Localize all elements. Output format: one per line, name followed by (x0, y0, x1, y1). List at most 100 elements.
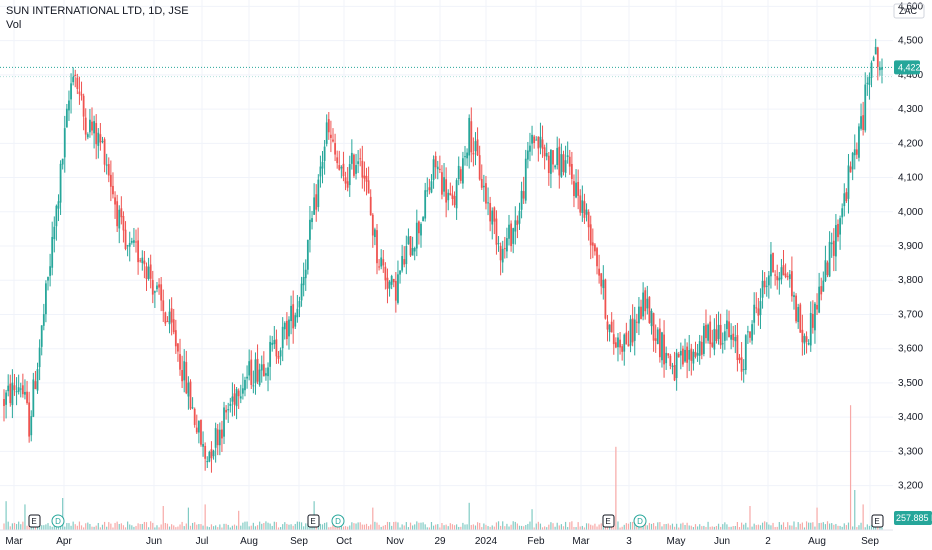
candle-body (231, 396, 234, 402)
x-tick-label: Sep (861, 536, 879, 547)
candle-body (493, 207, 496, 222)
volume-bar (349, 525, 351, 530)
candle-body (350, 152, 353, 164)
candle-body (675, 352, 678, 379)
candle-body (319, 166, 322, 177)
candle-body (80, 93, 83, 96)
candle-body (776, 276, 779, 281)
candle-body (147, 266, 150, 279)
volume-bar (485, 524, 487, 530)
candle-body (321, 161, 324, 169)
dividend-marker-label: D (55, 517, 61, 526)
candle-body (554, 165, 557, 168)
candle-body (765, 285, 768, 287)
candle-body (212, 450, 215, 457)
candle-body (346, 181, 349, 188)
candle-body (575, 182, 577, 198)
volume-bar (386, 521, 389, 530)
volume-bar (736, 522, 739, 530)
volume-bar (110, 523, 112, 530)
candle-body (415, 222, 418, 249)
candle-body (478, 155, 481, 180)
candle-body (784, 273, 787, 278)
candle-body (418, 221, 420, 234)
candle-body (753, 304, 756, 323)
candle-body (30, 416, 33, 436)
volume-bar (577, 522, 579, 530)
candle-body (790, 271, 793, 297)
volume-bar (145, 522, 148, 530)
candle-body (229, 403, 232, 406)
volume-bar (127, 521, 129, 530)
candle-body (738, 357, 741, 361)
volume-bar (395, 521, 397, 530)
volume-bar (206, 526, 208, 530)
candle-body (254, 359, 257, 384)
volume-bar (558, 525, 560, 530)
candle-body (489, 202, 492, 222)
volume-bar (443, 525, 445, 530)
volume-bar (273, 521, 275, 530)
candle-body (403, 259, 406, 265)
candle-body (244, 379, 246, 391)
candle-body (153, 291, 156, 293)
volume-bar (87, 522, 89, 530)
candle-body (736, 335, 739, 360)
candle-body (428, 187, 431, 191)
last-price-value: 4,422 (898, 62, 921, 72)
candle-body (294, 315, 297, 327)
earnings-marker-label: E (31, 517, 36, 526)
volume-bar (824, 524, 827, 530)
volume-bar (707, 521, 709, 530)
volume-bar (761, 522, 764, 530)
volume-bar (242, 522, 244, 530)
volume-bar (820, 522, 822, 530)
candle-body (830, 242, 833, 245)
candle-body (334, 143, 336, 155)
candle-body (749, 331, 751, 338)
candle-body (545, 153, 548, 157)
volume-bar (405, 522, 407, 530)
volume-bar (818, 523, 820, 530)
volume-bar (426, 527, 428, 530)
candle-body (399, 270, 401, 275)
earnings-marker (871, 514, 884, 528)
candle-body (388, 281, 391, 289)
volume-bar (11, 523, 13, 530)
candle-body (445, 179, 448, 203)
volume-bar (619, 527, 621, 530)
volume-bar (129, 524, 131, 530)
volume-bar (103, 521, 106, 530)
candle-body (195, 427, 198, 433)
candle-body (702, 325, 705, 354)
volume-tag (894, 511, 932, 525)
x-tick-label: Aug (240, 536, 258, 547)
candle-body (556, 147, 559, 166)
candle-body (646, 298, 649, 309)
volume-bar (868, 525, 871, 530)
candle-body (407, 236, 410, 245)
volume-bar (340, 524, 342, 530)
volume-bar (282, 524, 284, 530)
candle-body (837, 223, 839, 238)
dividend-marker (633, 514, 647, 528)
volume-bar (39, 524, 41, 530)
candle-body (772, 252, 774, 273)
candle-body (581, 200, 584, 213)
candle-body (533, 136, 536, 144)
volume-bar (391, 525, 393, 530)
candle-body (506, 238, 508, 252)
candle-body (464, 156, 466, 158)
x-tick-label: 29 (434, 536, 446, 547)
candle-body (860, 116, 862, 129)
volume-bar (20, 524, 22, 530)
candle-body (390, 275, 393, 285)
volume-bar (594, 523, 596, 530)
volume-bar (686, 522, 688, 530)
volume-bar (525, 524, 527, 530)
volume-bar (879, 527, 881, 530)
candle-body (485, 183, 487, 204)
volume-bar (250, 525, 252, 530)
candle-body (726, 320, 728, 330)
